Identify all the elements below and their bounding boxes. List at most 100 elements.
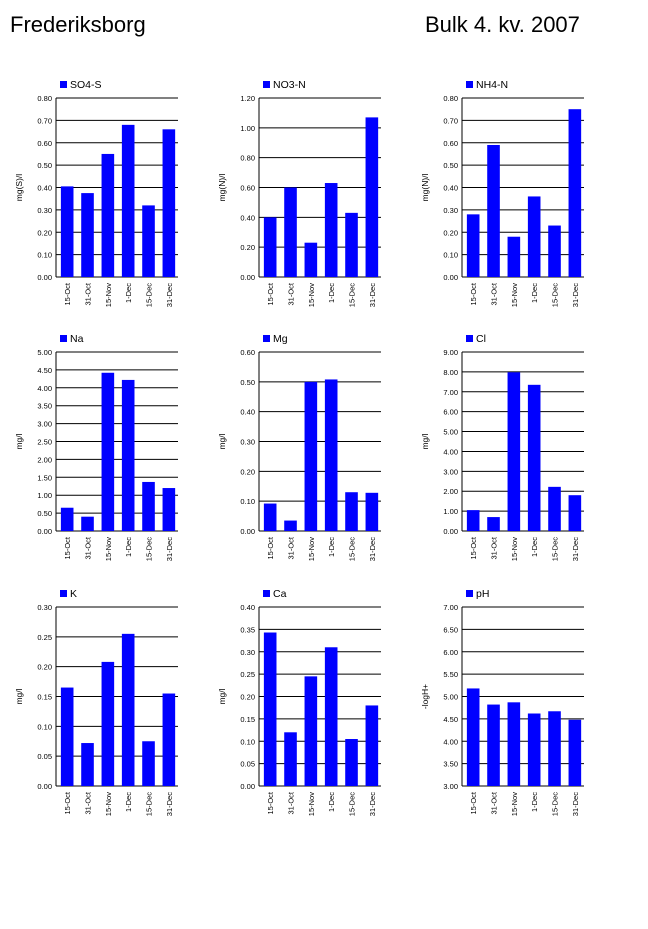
bar-15-Oct [466,688,480,786]
y-tick-label: 5.00 [37,348,52,357]
y-tick-label: 3.00 [443,467,458,476]
y-tick-label: 2.00 [37,455,52,464]
y-axis-label: -logH+ [420,684,430,709]
bar-15-Dec [345,492,358,531]
y-tick-label: 0.15 [37,693,52,702]
bar-15-Dec [548,225,561,277]
y-tick-label: 0.80 [240,154,255,163]
legend-swatch [263,335,270,342]
bar-15-Oct [263,503,277,531]
x-tick-label: 31-Dec [165,537,174,561]
bar-1-Dec [121,379,135,531]
y-tick-label: 0.00 [240,273,255,282]
y-tick-label: 0.60 [240,184,255,193]
x-tick-label: 1-Dec [530,283,539,303]
legend-label: pH [476,588,489,600]
bar-15-Dec [142,481,155,531]
bar-31-Dec [162,693,176,786]
bar-15-Dec [345,739,358,786]
bar-1-Dec [121,124,135,277]
x-tick-label: 1-Dec [530,792,539,812]
y-tick-label: 0.70 [37,116,52,125]
x-tick-label: 15-Dec [551,537,560,561]
x-tick-label: 15-Oct [63,791,72,814]
y-tick-label: 0.40 [37,184,52,193]
chart-no3-n: 0.00 0.20 0.40 0.60 0.80 1.00 1.20 15-Oct 31-Oct… [203,72,403,322]
legend-label: Cl [476,333,486,345]
chart-k: 0.00 0.05 0.10 0.15 0.20 0.25 0.30 15-Oct 31-Oct… [0,581,200,831]
y-tick-label: 4.50 [37,366,52,375]
x-tick-label: 15-Oct [266,282,275,305]
x-tick-label: 31-Oct [287,536,296,559]
bar-15-Oct [60,687,74,786]
y-tick-label: 0.00 [37,273,52,282]
x-tick-label: 15-Nov [510,283,519,307]
bar-15-Nov [304,242,318,277]
y-tick-label: 3.00 [443,782,458,791]
x-tick-label: 1-Dec [124,283,133,303]
x-tick-label: 31-Oct [490,791,499,814]
y-tick-label: 0.10 [37,251,52,260]
x-tick-label: 15-Dec [145,283,154,307]
chart-mg: 0.00 0.10 0.20 0.30 0.40 0.50 0.60 15-Oct 31-Oct… [203,326,403,576]
y-tick-label: 0.35 [240,625,255,634]
legend-label: K [70,588,77,600]
y-tick-label: 1.20 [240,94,255,103]
y-tick-label: 4.00 [37,384,52,393]
y-tick-label: 7.00 [443,603,458,612]
x-tick-label: 31-Dec [368,792,377,816]
y-tick-label: 7.00 [443,388,458,397]
x-tick-label: 15-Dec [348,537,357,561]
legend-swatch [466,81,473,88]
x-tick-label: 15-Oct [469,791,478,814]
x-tick-label: 15-Nov [510,792,519,816]
bar-1-Dec [324,647,338,786]
bar-1-Dec [121,633,135,786]
x-tick-label: 1-Dec [327,792,336,812]
y-tick-label: 4.00 [443,447,458,456]
y-tick-label: 0.50 [37,161,52,170]
bar-15-Dec [548,486,561,531]
y-tick-label: 0.00 [443,527,458,536]
y-tick-label: 9.00 [443,348,458,357]
x-tick-label: 31-Dec [571,283,580,307]
y-axis-label: mg(N)/l [217,173,227,201]
y-tick-label: 0.10 [37,722,52,731]
x-tick-label: 31-Dec [165,792,174,816]
x-tick-label: 15-Nov [307,792,316,816]
y-axis-label: mg(N)/l [420,173,430,201]
y-tick-label: 0.20 [240,693,255,702]
bar-31-Oct [284,732,297,786]
y-tick-label: 0.50 [443,161,458,170]
legend-label: SO4-S [70,79,102,91]
x-tick-label: 15-Dec [145,537,154,561]
y-axis-label: mg/l [14,688,24,704]
y-tick-label: 0.25 [37,633,52,642]
bar-1-Dec [527,713,541,786]
bar-15-Dec [142,205,155,277]
x-tick-label: 1-Dec [327,283,336,303]
y-tick-label: 2.00 [443,487,458,496]
x-tick-label: 15-Oct [63,282,72,305]
bar-15-Oct [466,214,480,277]
bar-1-Dec [527,384,541,531]
bar-15-Oct [60,186,74,277]
y-tick-label: 0.80 [37,94,52,103]
y-tick-label: 0.30 [37,206,52,215]
y-tick-label: 6.00 [443,648,458,657]
bar-15-Nov [304,676,318,786]
y-tick-label: 0.20 [240,243,255,252]
x-tick-label: 15-Oct [469,536,478,559]
legend-swatch [263,81,270,88]
legend-label: NO3-N [273,79,306,91]
x-tick-label: 31-Dec [368,537,377,561]
y-tick-label: 0.05 [37,752,52,761]
legend-label: Na [70,333,84,345]
x-tick-label: 15-Dec [348,792,357,816]
y-tick-label: 1.50 [37,473,52,482]
y-tick-label: 0.40 [240,603,255,612]
x-tick-label: 31-Dec [165,283,174,307]
y-tick-label: 0.25 [240,670,255,679]
y-tick-label: 8.00 [443,368,458,377]
y-tick-label: 0.00 [240,782,255,791]
